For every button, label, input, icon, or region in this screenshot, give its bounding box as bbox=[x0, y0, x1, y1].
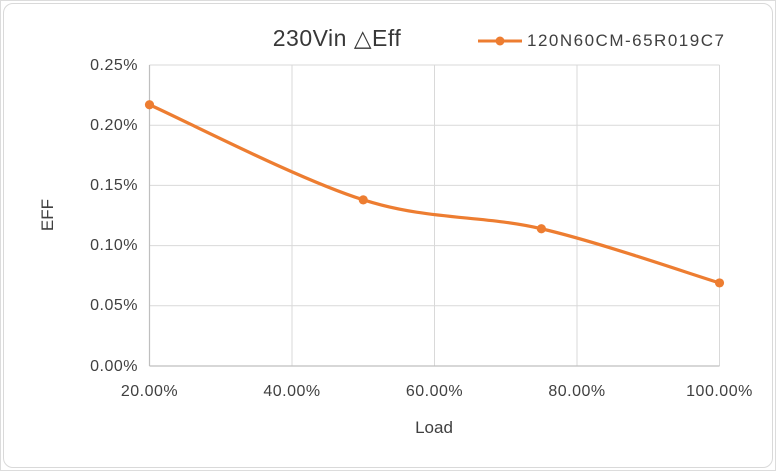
legend-series-label: 120N60CM-65R019C7 bbox=[527, 31, 726, 50]
x-axis-tick-label: 60.00% bbox=[405, 383, 464, 400]
chart-frame-border bbox=[3, 3, 773, 468]
x-axis-title: Load bbox=[415, 418, 453, 437]
chart-title: 230Vin △Eff bbox=[272, 25, 402, 51]
y-axis-tick-label: 0.00% bbox=[90, 357, 138, 375]
x-axis-tick-label: 40.00% bbox=[263, 383, 321, 400]
y-axis-tick-label: 0.10% bbox=[90, 237, 138, 255]
y-axis-title: EFF bbox=[38, 198, 57, 232]
y-axis-tick-label: 0.20% bbox=[90, 116, 138, 134]
legend-line-marker-icon bbox=[478, 36, 522, 46]
series-line bbox=[147, 103, 722, 285]
legend[interactable]: 120N60CM-65R019C7 bbox=[478, 31, 725, 51]
x-axis-tick-label: 20.00% bbox=[120, 383, 179, 400]
y-axis-tick-label: 0.05% bbox=[90, 297, 138, 315]
data-point-marker bbox=[714, 278, 725, 288]
data-point-marker bbox=[536, 224, 546, 234]
x-axis-tick-label: 100.00% bbox=[686, 383, 753, 400]
x-axis-tick-label: 80.00% bbox=[548, 383, 606, 400]
y-axis-tick-label: 0.25% bbox=[90, 56, 138, 74]
y-axis-tick-label: 0.15% bbox=[90, 176, 138, 194]
data-point-marker bbox=[144, 100, 155, 110]
data-point-marker bbox=[358, 195, 368, 205]
